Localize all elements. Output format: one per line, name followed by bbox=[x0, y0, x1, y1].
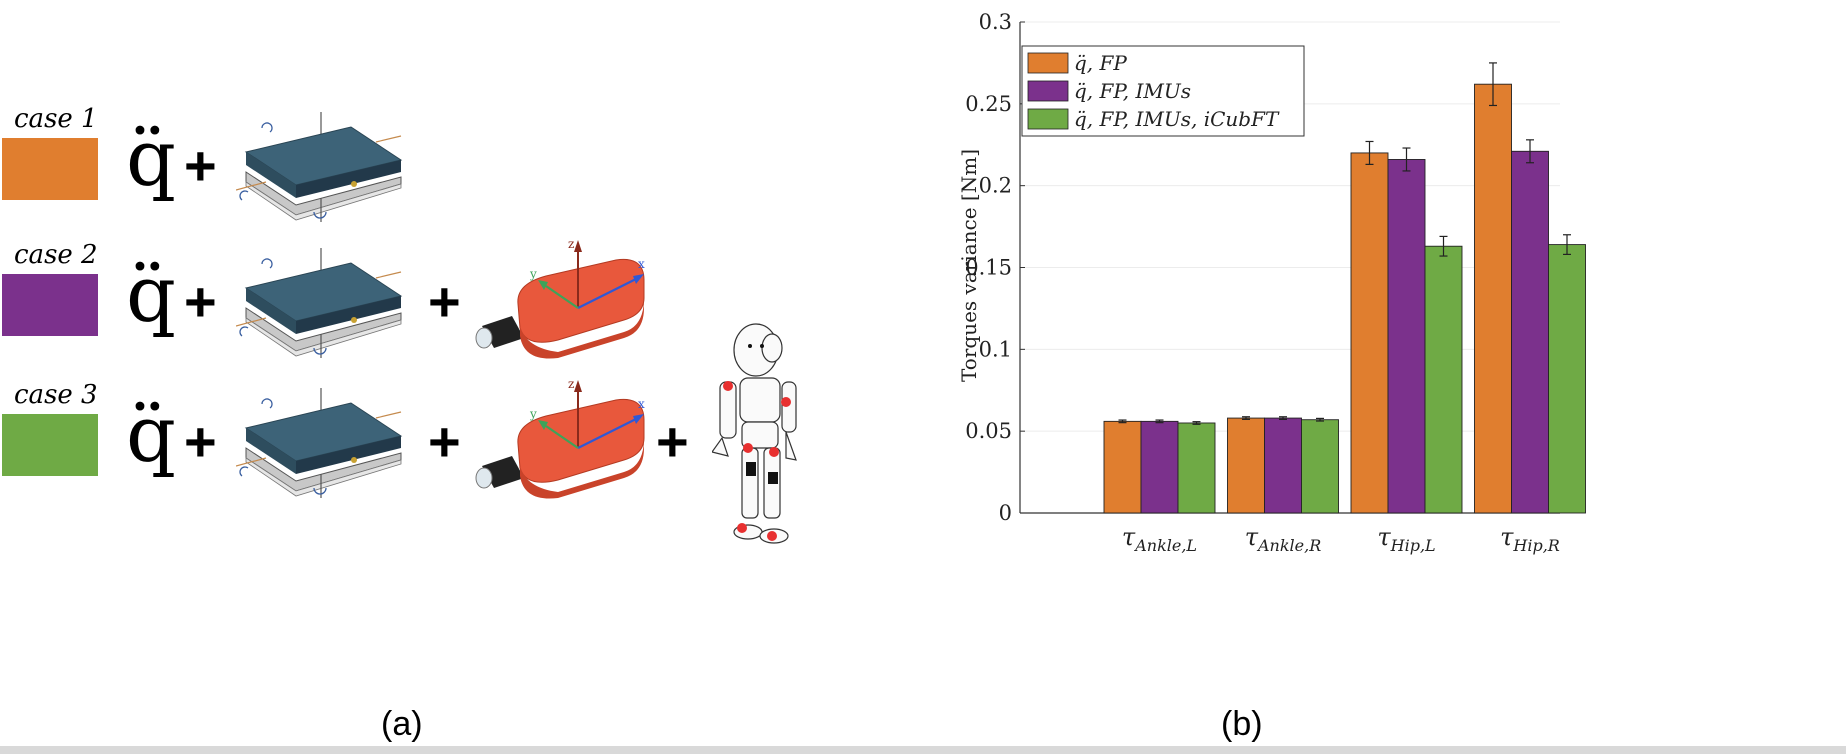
legend-swatch bbox=[1027, 52, 1069, 74]
bar bbox=[1301, 419, 1339, 514]
y-axis-label: Torques variance [Nm] bbox=[957, 149, 981, 382]
legend-swatch bbox=[1027, 108, 1069, 130]
case-color-swatch bbox=[2, 274, 98, 336]
bar bbox=[1548, 244, 1586, 514]
joint-acceleration-symbol: q̈ bbox=[126, 390, 176, 480]
svg-text:y: y bbox=[529, 267, 537, 281]
plus-sign: + bbox=[184, 134, 217, 197]
bar bbox=[1177, 422, 1216, 514]
icub-robot-icon bbox=[710, 322, 812, 566]
svg-text:y: y bbox=[529, 407, 537, 421]
plus-sign: + bbox=[184, 410, 217, 473]
y-tick-label: 0.15 bbox=[965, 256, 1012, 280]
case-label: case 2 bbox=[14, 240, 98, 270]
y-tick-label: 0 bbox=[999, 501, 1012, 525]
imu-sensor-icon: z x y bbox=[468, 234, 648, 368]
x-tick-label: τAnkle,R bbox=[1245, 523, 1322, 555]
svg-text:z: z bbox=[568, 237, 574, 251]
bar bbox=[1227, 417, 1265, 514]
y-tick-label: 0.1 bbox=[979, 337, 1012, 361]
joint-acceleration-symbol: q̈ bbox=[126, 114, 176, 204]
case-label: case 3 bbox=[14, 380, 98, 410]
y-tick-label: 0.05 bbox=[965, 419, 1012, 443]
x-tick-label: τHip,L bbox=[1377, 523, 1435, 555]
bar bbox=[1387, 159, 1426, 514]
bar bbox=[1350, 152, 1389, 514]
y-tick-label: 0.2 bbox=[979, 174, 1012, 198]
svg-text:x: x bbox=[638, 257, 645, 271]
bottom-divider bbox=[0, 746, 1846, 754]
x-tick-label: τAnkle,L bbox=[1122, 523, 1197, 555]
imu-sensor-icon: z x y bbox=[468, 374, 648, 508]
bar bbox=[1103, 420, 1142, 514]
panel-b-caption: (b) bbox=[1221, 705, 1263, 743]
x-tick-label: τHip,R bbox=[1500, 523, 1560, 555]
legend-label: q̈, FP, IMUs, iCubFT bbox=[1074, 107, 1280, 131]
legend-label: q̈, FP, IMUs bbox=[1074, 79, 1191, 103]
force-plate-icon bbox=[235, 388, 406, 502]
force-plate-icon bbox=[235, 248, 406, 362]
legend-label: q̈, FP bbox=[1074, 51, 1127, 75]
case-label: case 1 bbox=[14, 104, 98, 134]
bar bbox=[1511, 150, 1549, 514]
plus-sign: + bbox=[428, 410, 461, 473]
bar bbox=[1264, 417, 1302, 514]
svg-text:z: z bbox=[568, 377, 574, 391]
force-plate-icon bbox=[235, 112, 406, 226]
plus-sign: + bbox=[184, 270, 217, 333]
plus-sign: + bbox=[428, 270, 461, 333]
panel-a-caption: (a) bbox=[381, 705, 423, 743]
case-color-swatch bbox=[2, 414, 98, 476]
legend-swatch bbox=[1027, 80, 1069, 102]
svg-text:x: x bbox=[638, 397, 645, 411]
plus-sign: + bbox=[656, 410, 689, 473]
bar bbox=[1140, 420, 1179, 514]
bar bbox=[1474, 83, 1512, 514]
torque-variance-bar-chart: 0 0.05 0.1 0.15 0.2 0.25 0.3 Torques variance [… bbox=[957, 10, 1586, 555]
case-color-swatch bbox=[2, 138, 98, 200]
joint-acceleration-symbol: q̈ bbox=[126, 250, 176, 340]
bar bbox=[1424, 245, 1463, 514]
y-tick-label: 0.25 bbox=[965, 92, 1012, 116]
y-tick-label: 0.3 bbox=[979, 10, 1012, 34]
legend-box bbox=[1021, 45, 1305, 137]
